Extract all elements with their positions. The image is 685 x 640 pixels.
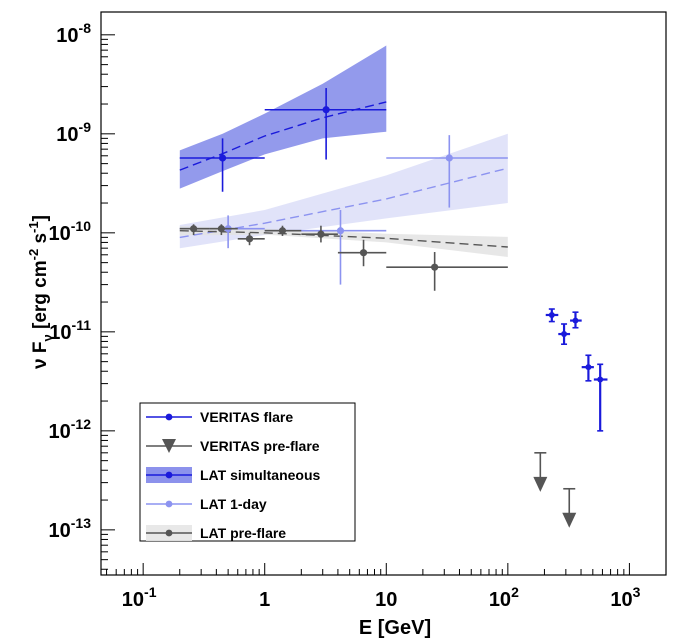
x-tick-label: 1 <box>259 589 270 611</box>
legend-item: VERITAS pre-flare <box>146 438 320 454</box>
legend-marker <box>165 471 173 479</box>
plot-frame <box>100 11 667 576</box>
axes-layer: 10-1 1 10 102 10310-1310-1210-1110-1010-910-… <box>49 20 667 611</box>
legend-item: LAT pre-flare <box>146 525 286 541</box>
series-lat-pre-flare <box>179 224 508 291</box>
legend-label: LAT simultaneous <box>200 467 321 483</box>
x-tick-label: 10-1 <box>122 584 157 611</box>
legend-label: LAT 1-day <box>200 496 267 512</box>
legend-item: LAT 1-day <box>146 496 267 512</box>
data-point <box>561 331 568 338</box>
data-point <box>359 249 368 257</box>
y-tick-label: 10-9 <box>56 119 91 146</box>
data-point <box>431 263 439 271</box>
legend-item: VERITAS flare <box>146 409 293 425</box>
y-tick-label: 10-10 <box>49 218 92 245</box>
legend-label: VERITAS pre-flare <box>200 438 320 454</box>
data-point <box>322 106 330 114</box>
series-lat-simultaneous <box>179 88 387 192</box>
data-point <box>445 154 453 162</box>
legend-marker <box>165 500 173 508</box>
data-point <box>597 376 604 383</box>
data-point <box>218 154 227 162</box>
data-point <box>245 235 254 243</box>
data-point <box>317 230 325 238</box>
x-tick-label: 102 <box>489 584 519 611</box>
y-tick-label: 10-11 <box>49 317 91 344</box>
data-point <box>572 317 579 324</box>
upper-limit-arrow <box>533 476 548 492</box>
data-point <box>278 227 287 235</box>
y-axis-label: ν Fν [erg cm-2 s-1] <box>26 215 55 369</box>
legend-label: VERITAS flare <box>200 409 293 425</box>
band-lat-1-day <box>179 133 508 249</box>
y-tick-label: 10-13 <box>49 515 92 542</box>
legend-label: LAT pre-flare <box>200 525 286 541</box>
legend: VERITAS flare VERITAS pre-flare LAT simult… <box>139 402 356 542</box>
legend-marker <box>165 413 173 421</box>
bands-layer <box>179 45 508 257</box>
data-point <box>217 225 225 233</box>
data-point <box>336 227 345 235</box>
band-lat-simultaneous <box>179 45 387 189</box>
y-tick-label: 10-12 <box>49 416 92 443</box>
points-layer <box>179 88 608 528</box>
fit-line-lat-simultaneous <box>179 101 387 171</box>
band-lat-pre-flare <box>179 226 508 257</box>
x-tick-label: 10 <box>375 589 397 611</box>
legend-item: LAT simultaneous <box>146 467 321 483</box>
x-axis-label: E [GeV] <box>359 617 431 639</box>
data-point <box>548 311 555 318</box>
data-point <box>190 225 198 233</box>
legend-marker <box>162 439 176 453</box>
y-tick-label: 10-8 <box>56 20 91 47</box>
x-tick-label: 103 <box>610 584 640 611</box>
series-veritas-flare <box>545 308 608 432</box>
data-point <box>585 364 592 371</box>
legend-marker <box>165 529 173 537</box>
series-veritas-pre-flare <box>533 452 577 528</box>
upper-limit-arrow <box>562 512 577 528</box>
